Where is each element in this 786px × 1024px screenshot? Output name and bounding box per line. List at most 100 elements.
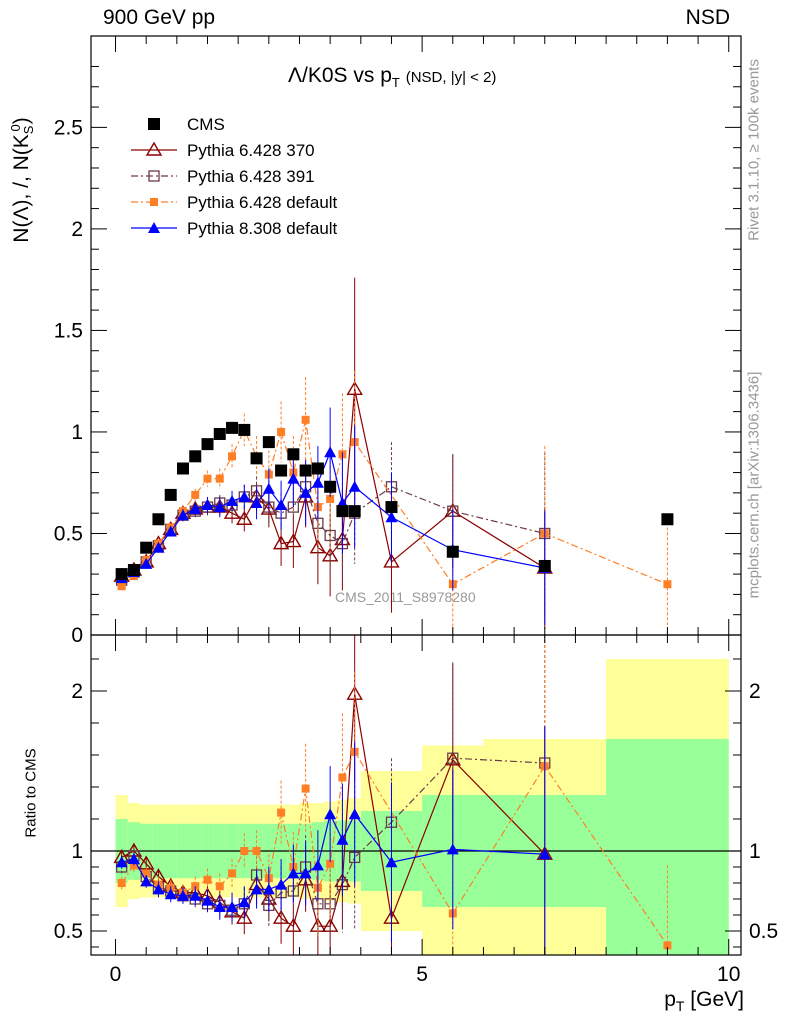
main-data-point bbox=[228, 452, 237, 461]
main-y-tick-label: 2 bbox=[71, 218, 83, 241]
main-data-point bbox=[127, 564, 140, 577]
ratio-data-point bbox=[236, 909, 253, 924]
main-data-point bbox=[250, 452, 263, 465]
main-data-point bbox=[299, 486, 312, 498]
x-tick-label: 10 bbox=[717, 963, 740, 986]
chart-title: Λ/K0S vs pT (NSD, |y| < 2) bbox=[288, 64, 496, 90]
legend-item-pythia-6-428-391: Pythia 6.428 391 bbox=[131, 167, 315, 186]
main-data-point bbox=[301, 415, 310, 424]
main-series-cms bbox=[115, 421, 674, 581]
ratio-data-point bbox=[275, 878, 288, 890]
axis-ticks bbox=[91, 36, 741, 955]
main-data-point bbox=[287, 472, 300, 484]
ratio-data-point bbox=[272, 909, 290, 924]
ratio-data-point bbox=[446, 843, 459, 855]
main-data-point bbox=[348, 480, 361, 492]
main-y-tick-label: 0 bbox=[71, 624, 83, 647]
main-data-point bbox=[348, 505, 361, 518]
main-y-tick-label: 1 bbox=[71, 421, 83, 444]
main-data-point bbox=[661, 513, 674, 526]
main-data-point bbox=[311, 476, 324, 488]
header-left-label: 900 GeV pp bbox=[103, 6, 216, 29]
legend-label: Pythia 6.428 391 bbox=[187, 167, 315, 186]
ratio-data-point bbox=[228, 869, 237, 878]
legend-marker bbox=[148, 118, 160, 130]
main-data-point bbox=[238, 423, 251, 436]
main-data-point bbox=[176, 509, 189, 521]
main-data-point bbox=[446, 545, 459, 558]
ratio-data-point bbox=[213, 901, 226, 912]
main-data-point bbox=[226, 421, 239, 434]
x-tick-label: 5 bbox=[416, 963, 428, 986]
main-y-tick-label: 1.5 bbox=[54, 319, 83, 342]
main-data-point bbox=[223, 504, 241, 519]
main-data-point bbox=[275, 499, 288, 511]
main-data-point bbox=[203, 474, 212, 483]
main-data-point bbox=[385, 511, 398, 523]
main-data-point bbox=[164, 488, 177, 501]
ratio-data-point bbox=[447, 752, 459, 764]
main-series-pythia-8-308-default bbox=[115, 407, 551, 625]
ratio-y-tick-label: 1 bbox=[71, 840, 83, 863]
ratio-y-tick-label-right: 1 bbox=[749, 840, 761, 863]
ratio-series-line bbox=[121, 757, 545, 911]
main-data-point bbox=[176, 462, 189, 475]
main-data-point bbox=[324, 480, 337, 493]
ratio-data-point bbox=[215, 882, 224, 891]
main-data-point bbox=[277, 427, 286, 436]
ratio-data-point bbox=[226, 901, 239, 912]
main-data-point bbox=[324, 529, 336, 542]
x-label-text: p bbox=[664, 988, 676, 1011]
x-axis-label: pT [GeV] bbox=[664, 988, 744, 1014]
main-data-point bbox=[152, 513, 165, 526]
main-data-point bbox=[336, 505, 349, 518]
main-data-point bbox=[213, 501, 226, 513]
x-label-sub: T bbox=[675, 998, 685, 1015]
main-data-point bbox=[164, 525, 177, 537]
ratio-data-point bbox=[176, 889, 189, 901]
chart-title-main: Λ/K0S vs p bbox=[288, 64, 392, 87]
main-data-point bbox=[117, 582, 126, 591]
main-data-point bbox=[287, 448, 300, 461]
ratio-data-point bbox=[140, 875, 153, 887]
main-data-point bbox=[201, 499, 214, 511]
ratio-data-point bbox=[299, 867, 312, 879]
chart-title-small: (NSD, |y| < 2) bbox=[405, 69, 497, 86]
legend-marker bbox=[148, 170, 160, 182]
legend-marker bbox=[150, 198, 158, 206]
ratio-data-point bbox=[287, 867, 300, 879]
main-data-point bbox=[299, 464, 312, 477]
main-data-point bbox=[538, 559, 551, 572]
ratio-data-point bbox=[201, 894, 214, 906]
ratio-data-point bbox=[324, 808, 337, 820]
legend-label: Pythia 6.428 default bbox=[187, 193, 338, 212]
ratio-data-point bbox=[338, 773, 347, 782]
legend-marker bbox=[145, 141, 163, 156]
main-data-point bbox=[260, 500, 278, 515]
ratio-series-pythia-8-308-default bbox=[115, 726, 551, 955]
legend-item-pythia-8-308-default: Pythia 8.308 default bbox=[131, 219, 338, 238]
ratio-data-point bbox=[142, 869, 151, 878]
main-data-point bbox=[215, 474, 224, 483]
main-y-tick-label: 0.5 bbox=[54, 522, 83, 545]
main-data-point bbox=[213, 427, 226, 440]
main-data-point bbox=[152, 541, 165, 553]
main-data-point bbox=[250, 497, 263, 509]
legend-marker bbox=[148, 222, 160, 233]
ratio-data-point bbox=[189, 889, 202, 901]
ratio-data-point bbox=[115, 856, 128, 868]
header-right-label: NSD bbox=[685, 6, 730, 29]
main-data-point bbox=[201, 438, 214, 451]
legend-label: Pythia 6.428 370 bbox=[187, 141, 315, 160]
analysis-id-label: CMS_2011_S8978280 bbox=[335, 589, 476, 605]
chart-title-sub: T bbox=[391, 75, 400, 91]
legend: CMS Pythia 6.428 370 Pythia 6.428 391 Pythi… bbox=[131, 115, 338, 238]
legend-item-pythia-6-428-370: Pythia 6.428 370 bbox=[131, 141, 315, 160]
ratio-data-point bbox=[538, 848, 551, 860]
main-data-point bbox=[191, 490, 200, 499]
main-data-point bbox=[262, 482, 275, 494]
ratio-y-tick-label-right: 0.5 bbox=[749, 920, 778, 943]
main-data-point bbox=[326, 494, 335, 503]
ratio-data-point bbox=[240, 847, 249, 855]
